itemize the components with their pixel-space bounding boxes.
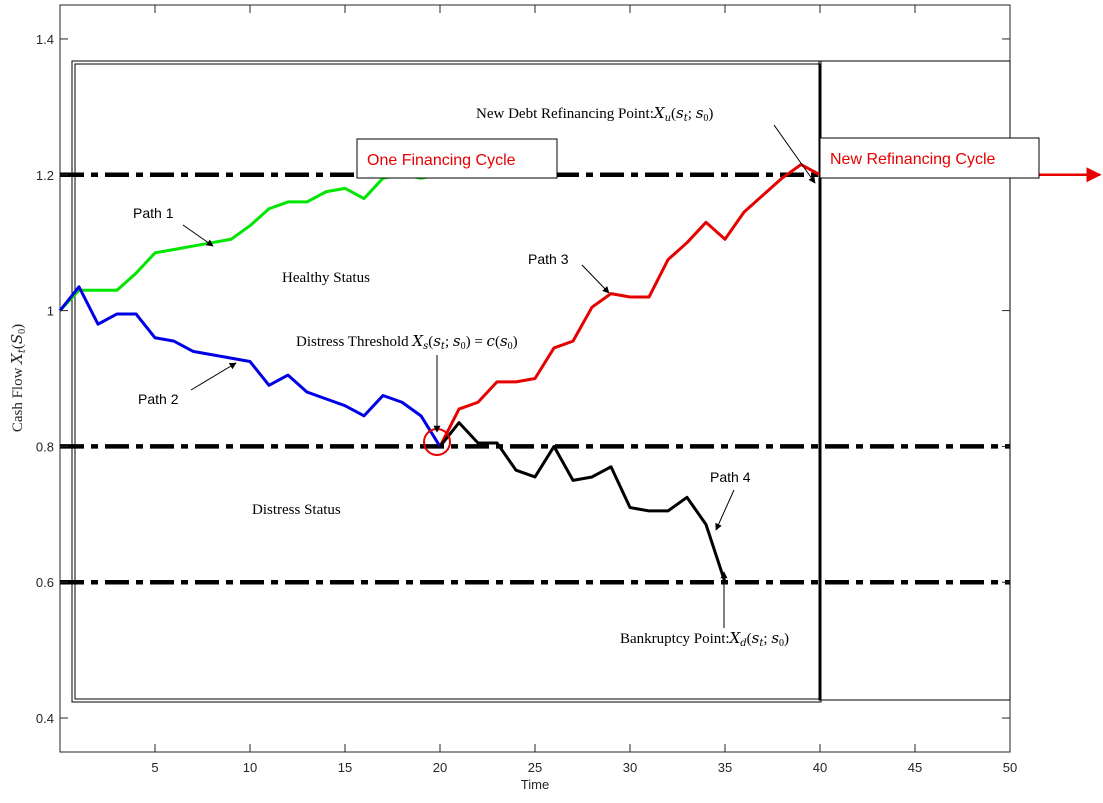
series-line-1 bbox=[58, 173, 441, 312]
y-tick-label-0: 0.4 bbox=[36, 711, 54, 726]
path2-label: Path 2 bbox=[138, 391, 179, 407]
series-group bbox=[58, 163, 821, 583]
distress-status-label: Distress Status bbox=[252, 502, 341, 518]
path4-label: Path 4 bbox=[710, 469, 751, 485]
financing-cycle-box-inner bbox=[74, 63, 821, 700]
path4-arrow bbox=[715, 489, 735, 531]
distress-threshold-label: Distress Threshold Xs(st; s0) = c(s0) bbox=[296, 332, 518, 352]
x-tick-label-50: 50 bbox=[1003, 760, 1017, 775]
series-line-2 bbox=[58, 285, 442, 448]
y-tick-label-1: 0.6 bbox=[36, 575, 54, 590]
healthy-status-label: Healthy Status bbox=[282, 270, 370, 286]
path3-label: Path 3 bbox=[528, 251, 569, 267]
x-axis-ticks: 5 10 15 20 25 30 35 40 45 50 bbox=[151, 5, 1017, 775]
refinancing-point-arrow bbox=[773, 124, 816, 184]
new-refinancing-cycle-label-box bbox=[819, 137, 1040, 179]
path1-arrow bbox=[182, 224, 214, 247]
x-tick-label-40: 40 bbox=[813, 760, 827, 775]
y-tick-label-5: 1.4 bbox=[36, 32, 54, 47]
threshold-lines bbox=[60, 172, 1010, 585]
bankruptcy-point-label: Bankruptcy Point:Xd(st; s0) bbox=[620, 629, 789, 649]
x-tick-label-15: 15 bbox=[338, 760, 352, 775]
y-tick-label-3: 1 bbox=[47, 304, 54, 319]
path3-arrow bbox=[581, 264, 610, 294]
x-tick-label-45: 45 bbox=[908, 760, 922, 775]
new-refinancing-cycle-label: New Refinancing Cycle bbox=[830, 151, 996, 168]
path1-label: Path 1 bbox=[133, 205, 174, 221]
financing-cycle-box bbox=[71, 60, 822, 703]
y-axis-title: Cash Flow Xt(S0) bbox=[8, 324, 28, 432]
y-axis-ticks: 0.4 0.6 0.8 1 1.2 1.4 bbox=[36, 32, 1010, 726]
x-tick-label-25: 25 bbox=[528, 760, 542, 775]
refinancing-cycle-box bbox=[818, 60, 1011, 701]
x-tick-label-30: 30 bbox=[623, 760, 637, 775]
refinancing-point-label: New Debt Refinancing Point:Xu(st; s0) bbox=[476, 104, 713, 124]
one-financing-cycle-label-box bbox=[356, 138, 558, 179]
series-line-4 bbox=[438, 421, 727, 583]
y-tick-label-2: 0.8 bbox=[36, 439, 54, 454]
x-tick-label-10: 10 bbox=[243, 760, 257, 775]
x-axis-title: Time bbox=[521, 777, 549, 792]
y-tick-label-4: 1.2 bbox=[36, 168, 54, 183]
x-tick-label-5: 5 bbox=[151, 760, 158, 775]
one-financing-cycle-label: One Financing Cycle bbox=[367, 152, 516, 169]
x-tick-label-20: 20 bbox=[433, 760, 447, 775]
x-tick-label-35: 35 bbox=[718, 760, 732, 775]
series-line-3 bbox=[438, 163, 821, 448]
path2-arrow bbox=[190, 362, 237, 391]
